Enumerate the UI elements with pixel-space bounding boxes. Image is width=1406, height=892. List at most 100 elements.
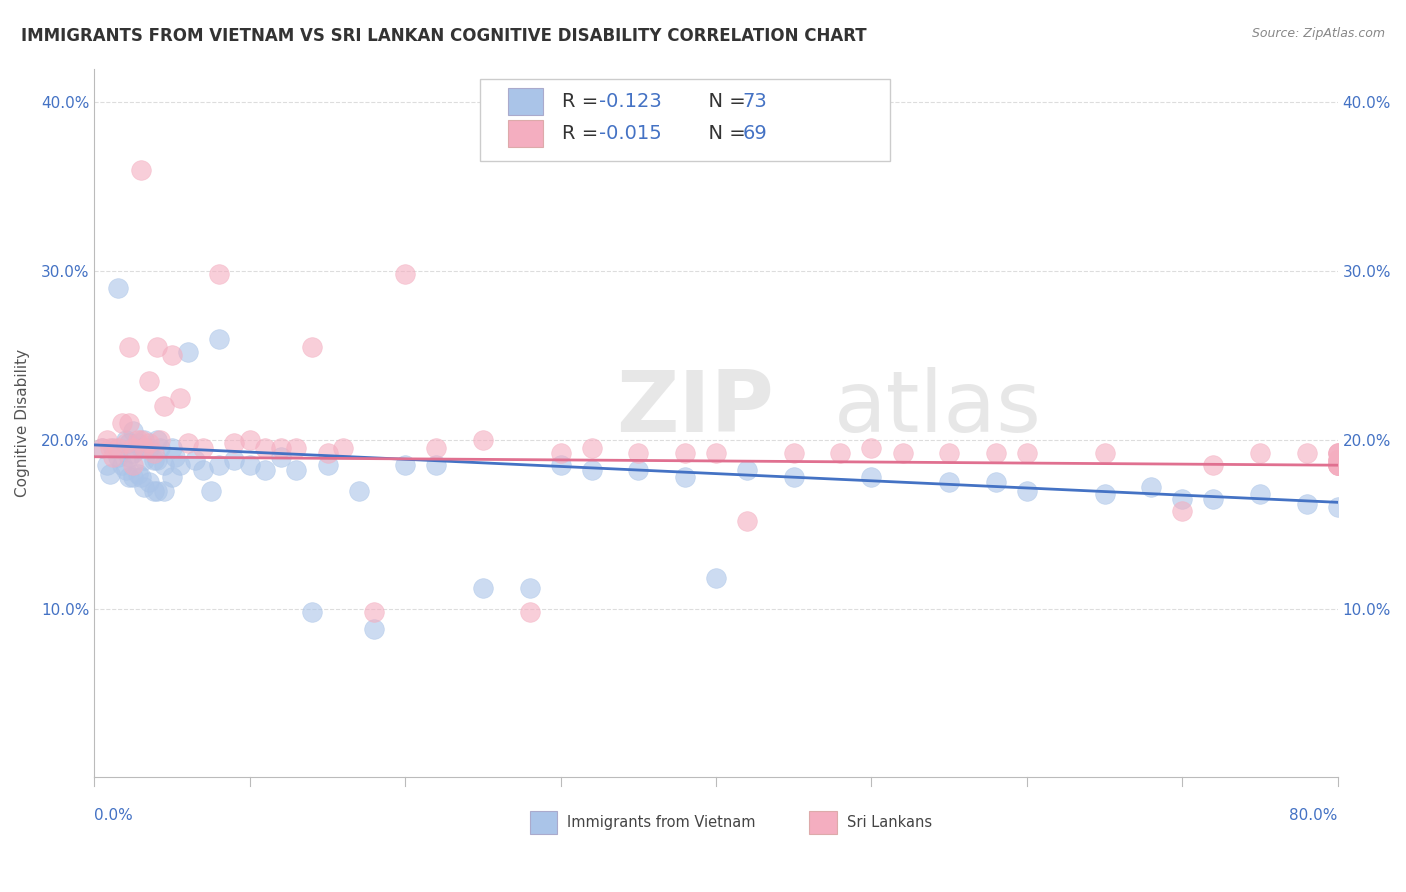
Point — [270, 442, 292, 456]
Point — [145, 453, 167, 467]
Point — [550, 458, 572, 473]
Y-axis label: Cognitive Disability: Cognitive Disability — [15, 349, 30, 497]
Point — [114, 463, 136, 477]
Point — [1171, 504, 1194, 518]
Point — [184, 453, 207, 467]
Point — [145, 483, 167, 498]
Point — [98, 442, 121, 456]
Point — [938, 475, 960, 489]
Point — [193, 442, 215, 456]
Point — [1249, 487, 1271, 501]
Point — [122, 446, 145, 460]
Point — [984, 475, 1007, 489]
Point — [394, 458, 416, 473]
Point — [1140, 480, 1163, 494]
Point — [142, 483, 165, 498]
Point — [1326, 453, 1348, 467]
Point — [239, 458, 262, 473]
Point — [1015, 483, 1038, 498]
Point — [169, 391, 191, 405]
Point — [783, 470, 806, 484]
Point — [425, 442, 447, 456]
Text: Source: ZipAtlas.com: Source: ZipAtlas.com — [1251, 27, 1385, 40]
Text: IMMIGRANTS FROM VIETNAM VS SRI LANKAN COGNITIVE DISABILITY CORRELATION CHART: IMMIGRANTS FROM VIETNAM VS SRI LANKAN CO… — [21, 27, 866, 45]
Point — [1249, 446, 1271, 460]
Point — [91, 442, 114, 456]
Point — [138, 475, 160, 489]
Point — [101, 442, 124, 456]
Point — [316, 458, 339, 473]
Point — [1326, 458, 1348, 473]
Point — [472, 433, 495, 447]
Point — [129, 433, 152, 447]
Point — [153, 399, 176, 413]
Point — [208, 332, 231, 346]
Point — [984, 446, 1007, 460]
Point — [1094, 446, 1116, 460]
Text: 69: 69 — [742, 123, 766, 143]
Point — [363, 605, 385, 619]
Point — [177, 345, 200, 359]
Text: R =: R = — [562, 123, 605, 143]
Point — [270, 450, 292, 464]
Point — [107, 281, 129, 295]
Point — [1202, 458, 1225, 473]
Point — [200, 483, 222, 498]
Point — [301, 340, 323, 354]
Point — [142, 446, 165, 460]
Text: atlas: atlas — [834, 368, 1042, 450]
Point — [224, 436, 246, 450]
Point — [519, 605, 541, 619]
Point — [134, 433, 156, 447]
Point — [1326, 458, 1348, 473]
Point — [114, 436, 136, 450]
Point — [239, 433, 262, 447]
Point — [122, 442, 145, 456]
Point — [938, 446, 960, 460]
Point — [581, 463, 603, 477]
Point — [118, 450, 141, 464]
Point — [145, 433, 167, 447]
Point — [165, 450, 187, 464]
Point — [127, 436, 149, 450]
Point — [519, 582, 541, 596]
Point — [193, 463, 215, 477]
FancyBboxPatch shape — [509, 87, 543, 114]
Text: Immigrants from Vietnam: Immigrants from Vietnam — [567, 815, 755, 830]
Point — [550, 446, 572, 460]
Point — [134, 453, 156, 467]
Point — [169, 458, 191, 473]
Point — [111, 416, 134, 430]
Point — [129, 470, 152, 484]
Point — [160, 349, 183, 363]
Text: 73: 73 — [742, 92, 766, 111]
Point — [1295, 497, 1317, 511]
Point — [96, 433, 118, 447]
Point — [224, 453, 246, 467]
Point — [134, 480, 156, 494]
Point — [1295, 446, 1317, 460]
Point — [138, 436, 160, 450]
Point — [363, 622, 385, 636]
Text: -0.015: -0.015 — [599, 123, 662, 143]
Point — [783, 446, 806, 460]
Point — [1171, 491, 1194, 506]
Point — [122, 470, 145, 484]
Point — [129, 442, 152, 456]
FancyBboxPatch shape — [479, 79, 890, 161]
Point — [107, 450, 129, 464]
Point — [1326, 500, 1348, 515]
Point — [1326, 453, 1348, 467]
Point — [673, 446, 696, 460]
Point — [149, 433, 172, 447]
Point — [254, 442, 277, 456]
Point — [1326, 446, 1348, 460]
Point — [118, 436, 141, 450]
Point — [347, 483, 370, 498]
Point — [735, 463, 758, 477]
Point — [208, 458, 231, 473]
Text: -0.123: -0.123 — [599, 92, 662, 111]
Point — [91, 442, 114, 456]
Point — [134, 442, 156, 456]
FancyBboxPatch shape — [810, 812, 837, 834]
